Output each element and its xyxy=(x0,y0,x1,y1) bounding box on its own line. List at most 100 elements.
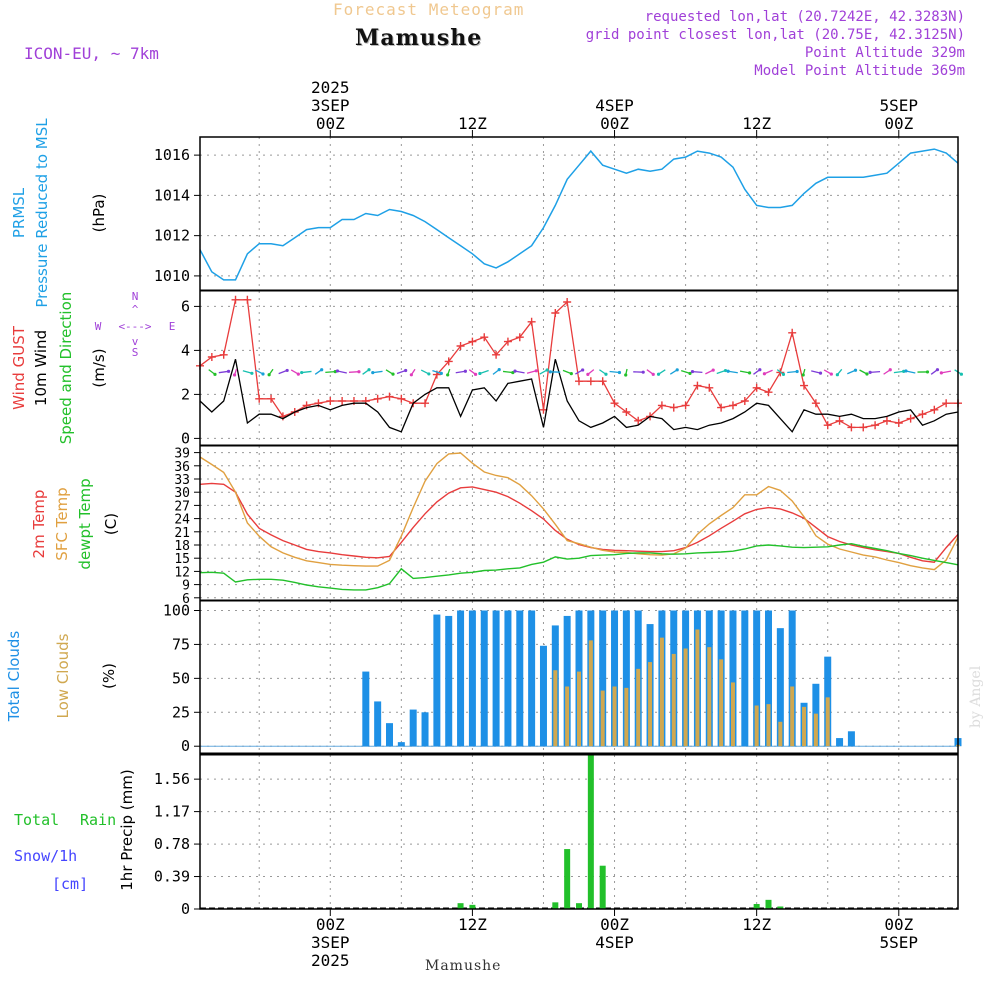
gust-point xyxy=(788,328,797,337)
total-cloud-bar xyxy=(516,610,524,747)
gust-point xyxy=(598,377,607,386)
clouds-tick-label: 100 xyxy=(163,602,190,620)
gust-point xyxy=(480,333,489,342)
compass-s-arrow: v xyxy=(132,335,139,348)
gust-point xyxy=(705,383,714,392)
temperature-tick-label: 39 xyxy=(174,447,190,462)
pressure-tick-label: 1012 xyxy=(154,227,190,245)
wind-direction-arrowhead xyxy=(439,371,443,375)
bottom-time-label: 00Z xyxy=(600,915,629,934)
total-cloud-bar xyxy=(421,712,429,747)
wind-direction-arrow xyxy=(218,370,229,374)
wind-direction-arrowhead xyxy=(534,369,538,373)
temperature-tick-label: 24 xyxy=(174,513,190,528)
precip-unit: 1hr Precip (mm) xyxy=(118,769,136,890)
total-cloud-bar xyxy=(539,645,547,747)
low-cloud-bar xyxy=(766,704,771,747)
wind-direction-arrowhead xyxy=(213,372,217,376)
plot-frame xyxy=(199,136,959,910)
wind-direction-arrowhead xyxy=(762,372,767,376)
low-cloud-bar xyxy=(754,705,759,747)
total-cloud-bar xyxy=(847,731,855,747)
total-cloud-bar xyxy=(504,610,512,747)
temperature-tick-label: 27 xyxy=(174,499,190,514)
wind-direction-arrowhead xyxy=(675,368,679,372)
gust-point xyxy=(492,350,501,359)
wind-direction-arrow xyxy=(728,370,738,374)
top-time-label: 3SEP xyxy=(311,96,350,115)
temp-dewpt-line xyxy=(199,542,959,591)
wind-direction-arrowhead xyxy=(409,373,413,377)
gust-point xyxy=(338,397,347,405)
wind-direction-arrow xyxy=(941,370,952,374)
pressure-line xyxy=(199,148,959,281)
gust-point xyxy=(728,401,737,410)
footer-location: Mamushe xyxy=(425,958,502,974)
total-cloud-bar xyxy=(492,610,500,747)
top-time-label: 00Z xyxy=(884,114,913,133)
gust-point xyxy=(693,381,702,390)
low-cloud-bar xyxy=(648,662,653,747)
temperature-tick-label: 36 xyxy=(174,460,190,475)
bottom-time-label: 12Z xyxy=(458,915,487,934)
total-cloud-bar xyxy=(480,610,488,747)
total-cloud-bar xyxy=(741,610,749,747)
wind-direction-arrowhead xyxy=(581,368,585,372)
wind-direction-arrowhead xyxy=(624,373,628,377)
gust-point xyxy=(373,394,382,403)
precip-tick-label: 0.78 xyxy=(154,835,190,853)
total-cloud-bar xyxy=(362,671,370,747)
gust-point xyxy=(882,416,891,425)
wind-direction-arrowhead xyxy=(586,372,590,377)
gust-point xyxy=(669,403,678,412)
gust-line xyxy=(199,299,958,429)
gust-point xyxy=(444,357,453,366)
requested-coordinates: requested lon,lat (20.7242E, 42.3283N) xyxy=(644,9,965,25)
gust-point xyxy=(421,399,430,408)
wind-direction-arrow xyxy=(870,370,881,374)
gust-point xyxy=(575,377,583,386)
low-cloud-bar xyxy=(730,682,735,747)
wind-direction-arrowhead xyxy=(545,368,549,372)
wind-direction-arrowhead xyxy=(711,368,715,372)
low-cloud-bar xyxy=(553,670,558,747)
temperature-tick-label: 9 xyxy=(182,579,190,594)
wind-direction-arrowhead xyxy=(656,372,661,376)
wind-direction-arrow xyxy=(905,370,916,374)
temp-sfc-label: SFC Temp xyxy=(53,487,71,560)
clouds-tick-label: 25 xyxy=(172,703,190,721)
wind-direction-arrowhead xyxy=(688,371,692,376)
gust-point xyxy=(681,401,690,410)
precip-snow-label: Snow/1h xyxy=(14,847,77,865)
pressure-tick-label: 1014 xyxy=(154,186,190,204)
wind-direction-arrowhead xyxy=(939,371,943,375)
bottom-time-label: 00Z xyxy=(316,915,345,934)
wind-direction-arrowhead xyxy=(604,372,608,376)
low-cloud-bar xyxy=(790,686,795,747)
model-label: ICON-EU, ~ 7km xyxy=(24,44,159,63)
wind-direction-arrow xyxy=(455,370,466,374)
compass-n: N xyxy=(132,290,139,303)
wind-direction-arrowhead xyxy=(513,369,517,373)
gust-label: Wind GUST xyxy=(10,325,28,410)
total-cloud-bar xyxy=(445,615,453,747)
wind-direction-arrowhead xyxy=(935,368,940,372)
low-cloud-bar xyxy=(802,706,807,747)
top-time-label: 5SEP xyxy=(880,96,919,115)
temp-2m-label: 2m Temp xyxy=(30,490,48,559)
wind-direction-arrowhead xyxy=(853,368,858,372)
point-altitude: Point Altitude 329m xyxy=(804,45,965,61)
precip-tick-label: 1.17 xyxy=(154,803,190,821)
wind-direction-arrowhead xyxy=(367,368,371,372)
bottom-time-label: 4SEP xyxy=(595,933,634,952)
top-time-label: 00Z xyxy=(316,114,345,133)
wind-direction-arrowhead xyxy=(300,370,304,375)
temperature-tick-label: 21 xyxy=(174,526,190,541)
wind-direction-arrow xyxy=(609,370,620,374)
low-cloud-bar xyxy=(624,687,629,747)
precip-total-label: Total xyxy=(14,811,59,829)
precip-tick-label: 1.56 xyxy=(154,770,190,788)
total-cloud-bar xyxy=(528,610,536,747)
gust-point xyxy=(752,383,761,392)
